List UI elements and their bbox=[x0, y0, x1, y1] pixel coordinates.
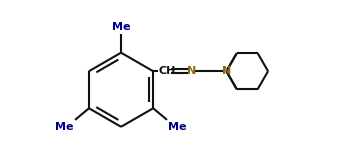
Text: Me: Me bbox=[169, 122, 187, 132]
Text: N: N bbox=[222, 66, 231, 76]
Text: Me: Me bbox=[55, 122, 73, 132]
Text: CH: CH bbox=[159, 66, 176, 76]
Text: N: N bbox=[187, 66, 196, 76]
Text: Me: Me bbox=[112, 22, 130, 32]
